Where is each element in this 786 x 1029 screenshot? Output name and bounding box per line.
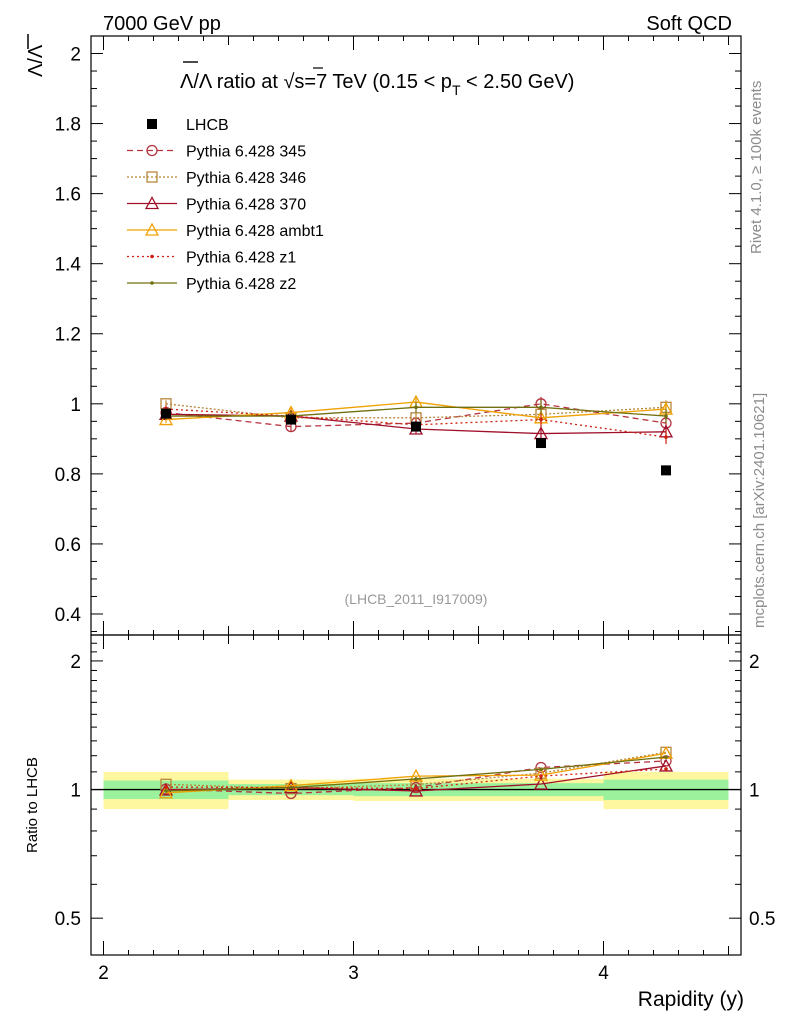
- ratio-y-tick-label-right: 0.5: [749, 909, 775, 930]
- x-tick-label: 4: [598, 963, 609, 984]
- x-tick-label: 3: [348, 963, 359, 984]
- ratio-point: [533, 767, 549, 781]
- series-point: [664, 435, 668, 439]
- x-axis-label: Rapidity (y): [638, 988, 744, 1011]
- ratio-point: [414, 786, 418, 791]
- ratio-point: [158, 782, 174, 796]
- y-tick-label: 1.8: [55, 115, 81, 136]
- legend-label: Pythia 6.428 z1: [186, 250, 296, 267]
- header-left: 7000 GeV pp: [103, 13, 221, 35]
- data-point: [661, 465, 671, 476]
- ratio-y-tick-label-right: 1: [749, 781, 760, 802]
- ratio-point: [164, 785, 168, 789]
- ratio-frame: [90, 634, 742, 956]
- title-text2: < 2.50 GeV): [461, 71, 575, 93]
- legend-label-data: LHCB: [186, 117, 229, 134]
- analysis-id: (LHCB_2011_I917009): [345, 591, 488, 607]
- ratio-point: [664, 755, 668, 759]
- ratio-point: [164, 789, 168, 793]
- legend-label: Pythia 6.428 ambt1: [186, 223, 324, 240]
- legend-marker: [146, 144, 158, 157]
- y-tick-label: 2: [70, 45, 81, 66]
- legend-label: Pythia 6.428 z2: [186, 276, 296, 293]
- legend-marker-data: [147, 119, 157, 129]
- ratio-ylabel: Ratio to LHCB: [24, 757, 41, 853]
- ratio-point: [535, 761, 547, 774]
- y-tick-label: 1: [70, 395, 81, 416]
- series-point: [539, 417, 543, 422]
- y-tick-label: 1.6: [55, 185, 81, 206]
- data-point: [161, 408, 171, 419]
- legend-marker: [144, 222, 160, 236]
- ratio-y-tick-label-right: 2: [749, 652, 760, 673]
- ratio-y-tick-label: 1: [70, 781, 81, 802]
- ratio-line-1: [165, 751, 667, 790]
- ratio-point: [289, 785, 293, 790]
- y-tick-label: 0.6: [55, 535, 81, 556]
- data-point: [411, 421, 421, 432]
- y-tick-label: 0.4: [55, 605, 82, 626]
- y-tick-label: 1.2: [55, 325, 81, 346]
- ratio-point: [664, 767, 668, 771]
- ratio-point: [658, 758, 674, 772]
- series-point: [158, 412, 174, 426]
- legend-marker: [146, 171, 158, 183]
- legend-marker: [150, 281, 154, 285]
- y-tick-label: 1.4: [55, 255, 82, 276]
- x-tick-label: 2: [98, 963, 109, 984]
- legend-label: Pythia 6.428 370: [186, 197, 306, 214]
- legend: LHCB Pythia 6.428 345 Pythia 6.428 346 Pyth…: [127, 117, 324, 293]
- legend-marker: [150, 254, 154, 259]
- ratio-point: [408, 768, 424, 782]
- ratio-point: [408, 783, 424, 797]
- data-point: [536, 438, 546, 449]
- ratio-point: [539, 774, 543, 778]
- series-point: [414, 405, 418, 410]
- series-point: [539, 405, 543, 410]
- title-text: Λ/Λ ratio at √s=7 TeV (0.15 < pT < 2.50 …: [180, 71, 574, 98]
- series-line-1: [165, 403, 667, 419]
- rivet-label: Rivet 4.1.0, ≥ 100k events: [748, 81, 765, 254]
- ratio-point: [533, 776, 549, 790]
- y-axis-label: Λ/Λ: [25, 34, 47, 77]
- ratio-point: [539, 767, 543, 772]
- header-right: Soft QCD: [646, 13, 732, 35]
- chart-title: Λ/Λ ratio at √s=7 TeV (0.15 < pT < 2.50 …: [180, 61, 574, 98]
- y-tick-label: 0.8: [55, 465, 81, 486]
- legend-marker: [144, 196, 160, 210]
- ratio-y-tick-label: 0.5: [55, 909, 81, 930]
- ratio-y-tick-label: 2: [70, 652, 81, 673]
- legend-label: Pythia 6.428 345: [186, 144, 306, 161]
- title-lambdas: Λ/Λ: [180, 71, 213, 93]
- title-text1: ratio at: [211, 71, 283, 93]
- plot-elements: 0.4 0.6 0.8 1 1.2 1.4 1.6 1.8 2 0.5 0.5 1 1 2 2 2 3 4: [55, 35, 775, 984]
- title-sqrt: √s=7 TeV (0.15 < p: [283, 71, 452, 93]
- ratio-point: [158, 785, 174, 799]
- data-point: [286, 414, 296, 425]
- series-point: [664, 414, 668, 418]
- mcplots-label: mcplots.cern.ch [arXiv:2401.10621]: [751, 393, 768, 628]
- legend-label: Pythia 6.428 346: [186, 170, 306, 187]
- ylabel-text: Λ/Λ: [25, 44, 47, 77]
- title-sub: T: [452, 82, 461, 98]
- ratio-point: [283, 778, 299, 792]
- ratio-point: [414, 777, 418, 781]
